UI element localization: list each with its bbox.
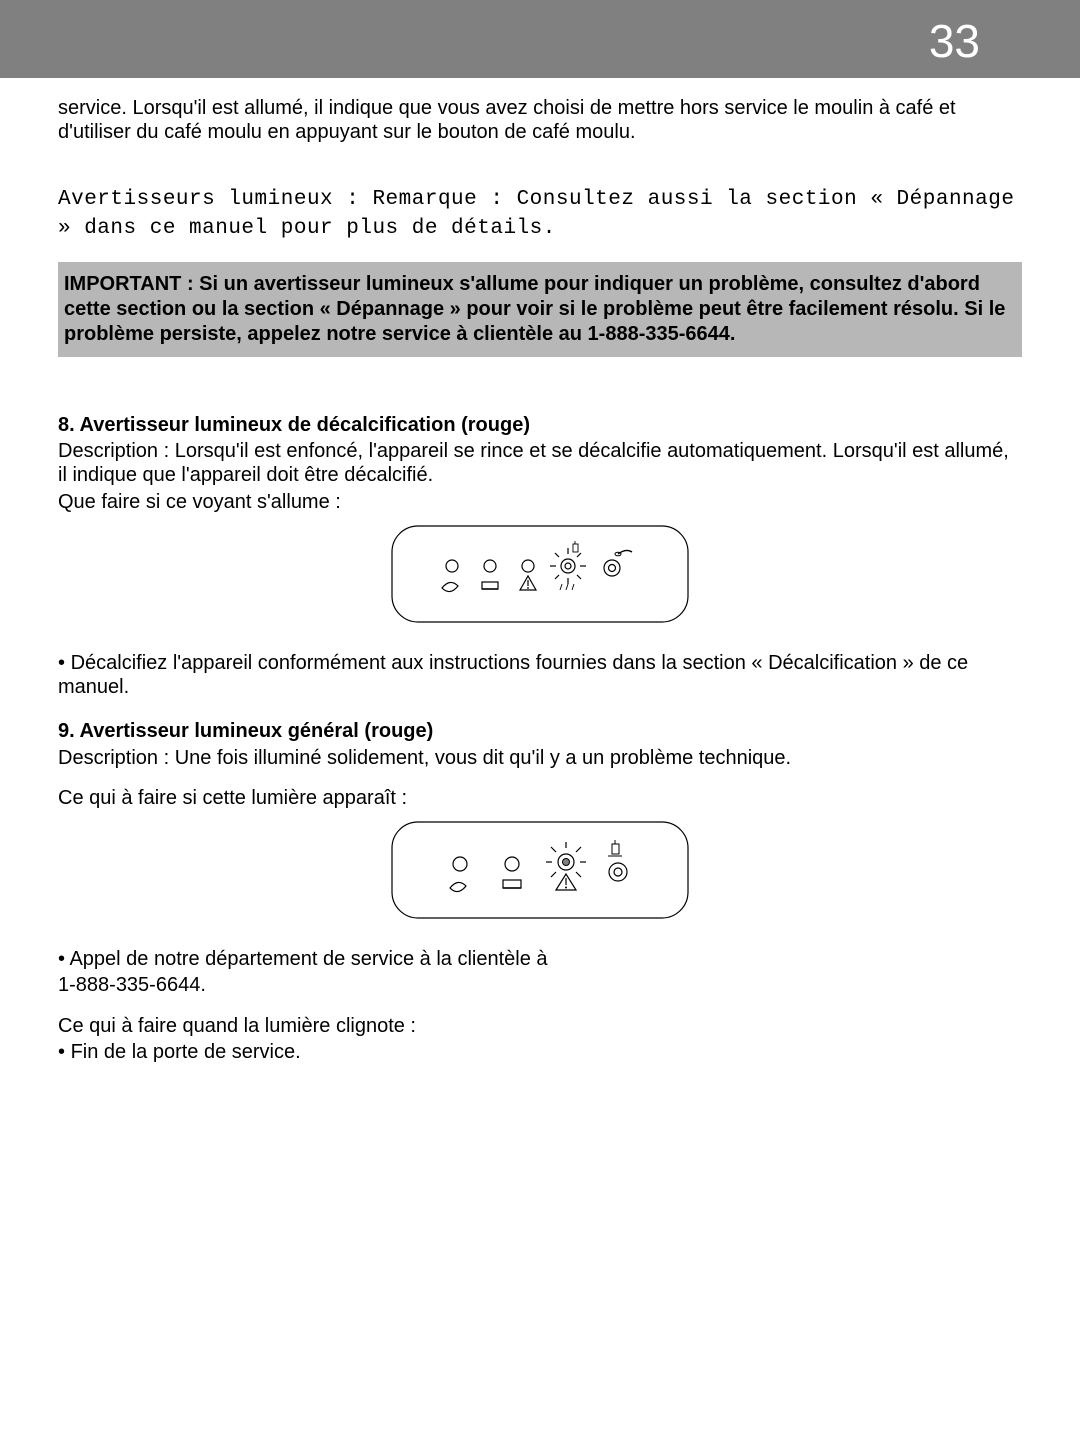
section9-bullet1b: 1-888-335-6644. [58, 973, 1022, 997]
section8-title: 8. Avertisseur lumineux de décalcificati… [58, 413, 1022, 437]
panel-svg-1 [390, 524, 690, 624]
page-content: service. Lorsqu'il est allumé, il indiqu… [0, 78, 1080, 1064]
section9-desc2: Ce qui à faire si cette lumière apparaît… [58, 786, 1022, 810]
section8-desc2: Que faire si ce voyant s'allume : [58, 490, 1022, 514]
section8-bullet: Décalcifiez l'appareil conformément aux … [58, 651, 1022, 700]
section8-desc1: Description : Lorsqu'il est enfoncé, l'a… [58, 439, 1022, 488]
important-callout: IMPORTANT : Si un avertisseur lumineux s… [58, 262, 1022, 357]
control-panel-diagram-1 [58, 524, 1022, 630]
section9-desc3: Ce qui à faire quand la lumière clignote… [58, 1014, 1022, 1038]
subtitle-note: Avertisseurs lumineux : Remarque : Consu… [58, 185, 1022, 244]
section9-bullet1a: Appel de notre département de service à … [58, 947, 1022, 971]
section9-desc1: Description : Une fois illuminé solideme… [58, 746, 1022, 770]
intro-paragraph: service. Lorsqu'il est allumé, il indiqu… [58, 96, 1022, 145]
page-number: 33 [929, 14, 980, 68]
panel-svg-2 [390, 820, 690, 920]
control-panel-diagram-2 [58, 820, 1022, 926]
section9-bullet2: Fin de la porte de service. [58, 1040, 1022, 1064]
header-bar: 33 [0, 0, 1080, 78]
section9-title: 9. Avertisseur lumineux général (rouge) [58, 719, 1022, 743]
